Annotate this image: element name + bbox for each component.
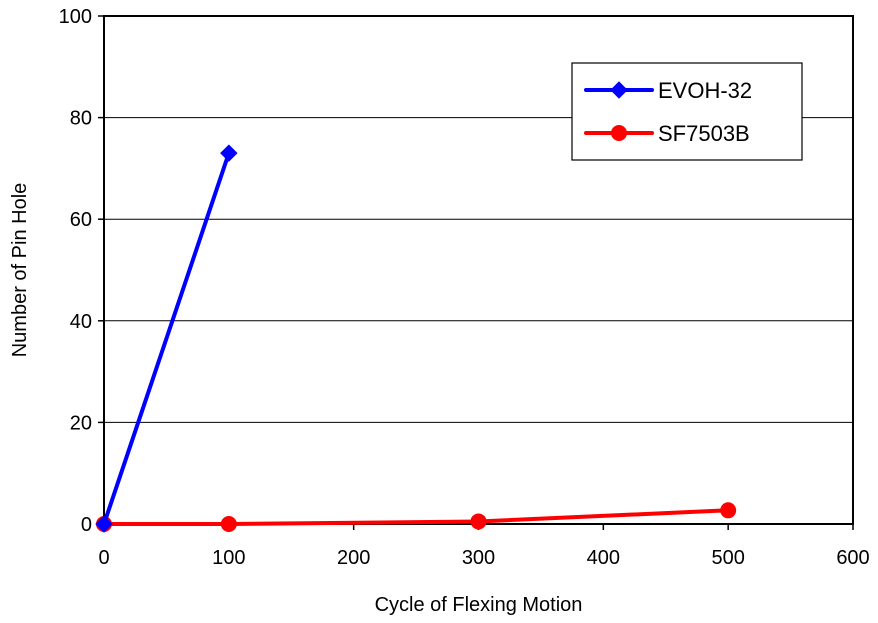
series-sf7503b	[96, 502, 737, 532]
data-point-sf7503b	[470, 513, 487, 530]
series-line-sf7503b	[102, 508, 731, 526]
y-tick-label: 100	[59, 6, 92, 28]
x-axis-label: Cycle of Flexing Motion	[375, 594, 583, 616]
axis-ticks: 0 20 40 60 80 100 0 100 200 300 400 500 600	[59, 6, 870, 569]
x-tick-label: 300	[462, 547, 495, 569]
legend-marker-sf7503b	[611, 125, 627, 141]
legend-marker-evoh-32	[610, 81, 628, 99]
y-tick-label: 0	[81, 514, 92, 536]
legend-label-sf7503b: SF7503B	[658, 121, 750, 146]
grid-lines	[104, 117, 853, 423]
y-tick-label: 60	[70, 209, 92, 231]
data-point-sf7503b	[220, 516, 237, 532]
legend-label-evoh-32: EVOH-32	[658, 78, 752, 103]
y-tick-label: 80	[70, 108, 92, 130]
series-evoh-32	[95, 144, 238, 533]
x-tick-label: 200	[337, 547, 370, 569]
x-tick-label: 0	[98, 547, 109, 569]
x-tick-label: 400	[587, 547, 620, 569]
series-layer	[95, 144, 737, 533]
data-point-evoh-32	[220, 144, 238, 162]
y-axis-label: Number of Pin Hole	[9, 183, 31, 358]
data-point-sf7503b	[720, 502, 737, 519]
y-tick-label: 40	[70, 311, 92, 333]
y-tick-label: 20	[70, 412, 92, 434]
series-line-evoh-32	[102, 151, 231, 526]
legend-box	[571, 62, 803, 161]
data-point-evoh-32	[95, 515, 113, 533]
x-tick-label: 600	[836, 547, 869, 569]
legend: EVOH-32 SF7503B	[571, 62, 803, 161]
x-tick-label: 500	[711, 547, 744, 569]
x-tick-label: 100	[212, 547, 245, 569]
